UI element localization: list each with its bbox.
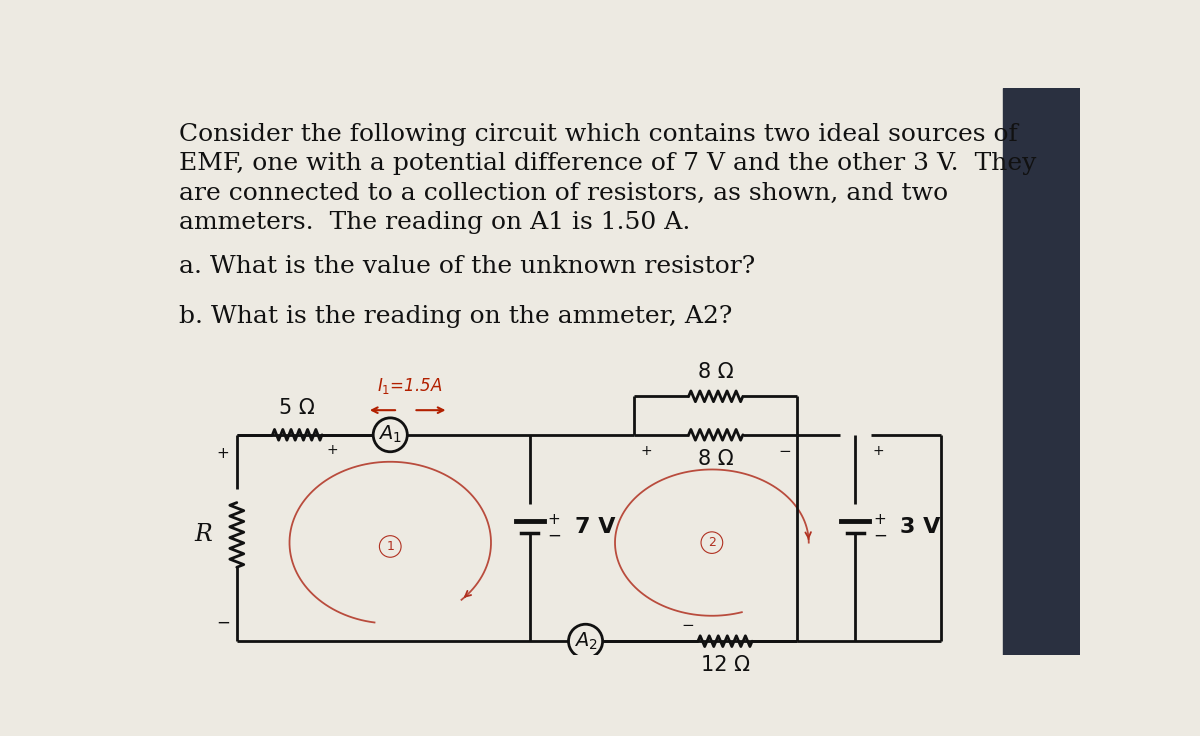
Text: −: −	[778, 444, 791, 459]
Text: −: −	[874, 527, 887, 545]
Text: +: +	[547, 512, 560, 527]
Text: $I_1$=1.5A: $I_1$=1.5A	[377, 376, 443, 396]
Text: 8 Ω: 8 Ω	[698, 449, 733, 469]
Text: 12 Ω: 12 Ω	[701, 655, 750, 675]
Text: R: R	[194, 523, 212, 546]
Text: +: +	[326, 442, 338, 456]
Text: +: +	[874, 512, 886, 527]
Text: 3 V: 3 V	[900, 517, 941, 537]
Bar	[1002, 88, 1080, 655]
Text: b. What is the reading on the ammeter, A2?: b. What is the reading on the ammeter, A…	[180, 305, 733, 328]
Text: are connected to a collection of resistors, as shown, and two: are connected to a collection of resisto…	[180, 182, 948, 205]
Text: +: +	[641, 444, 653, 458]
Text: 7 V: 7 V	[575, 517, 616, 537]
Text: −: −	[216, 614, 229, 632]
Text: EMF, one with a potential difference of 7 V and the other 3 V.  They: EMF, one with a potential difference of …	[180, 152, 1037, 175]
Text: −: −	[682, 618, 694, 634]
Text: 5 Ω: 5 Ω	[280, 398, 316, 418]
Text: ammeters.  The reading on A1 is 1.50 A.: ammeters. The reading on A1 is 1.50 A.	[180, 210, 691, 234]
Text: $A_1$: $A_1$	[378, 424, 402, 445]
Text: 2: 2	[708, 536, 716, 549]
Text: +: +	[872, 444, 884, 458]
Text: a. What is the value of the unknown resistor?: a. What is the value of the unknown resi…	[180, 255, 756, 278]
Text: 8 Ω: 8 Ω	[698, 362, 733, 383]
Text: $A_2$: $A_2$	[574, 631, 598, 652]
Text: 1: 1	[386, 540, 394, 553]
Text: −: −	[547, 527, 562, 545]
Text: Consider the following circuit which contains two ideal sources of: Consider the following circuit which con…	[180, 123, 1019, 146]
Text: +: +	[216, 446, 229, 461]
